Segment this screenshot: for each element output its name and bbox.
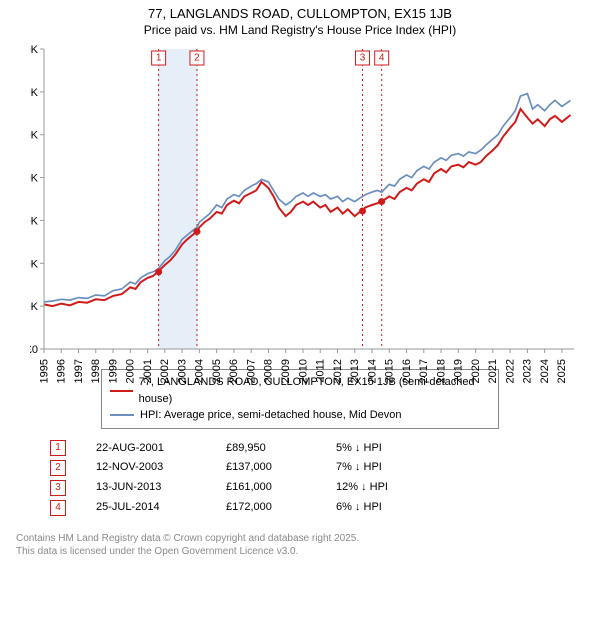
svg-text:2000: 2000: [125, 359, 137, 383]
svg-text:2014: 2014: [366, 359, 378, 383]
svg-text:1997: 1997: [73, 359, 85, 383]
svg-text:2006: 2006: [228, 359, 240, 383]
footer-line1: Contains HM Land Registry data © Crown c…: [16, 532, 590, 545]
svg-text:2003: 2003: [176, 359, 188, 383]
sales-row: 2 12-NOV-2003 £137,000 7% ↓ HPI: [50, 458, 600, 478]
svg-text:£50K: £50K: [30, 301, 39, 313]
svg-text:2009: 2009: [280, 359, 292, 383]
svg-text:2001: 2001: [142, 359, 154, 383]
svg-text:2010: 2010: [297, 359, 309, 383]
sales-row: 4 25-JUL-2014 £172,000 6% ↓ HPI: [50, 498, 600, 518]
legend-label: HPI: Average price, semi-detached house,…: [140, 407, 402, 424]
sales-row: 3 13-JUN-2013 £161,000 12% ↓ HPI: [50, 478, 600, 498]
page: 77, LANGLANDS ROAD, CULLOMPTON, EX15 1JB…: [0, 0, 600, 558]
svg-text:3: 3: [360, 53, 366, 64]
svg-text:2012: 2012: [332, 359, 344, 383]
svg-text:2004: 2004: [194, 359, 206, 383]
sale-date: 13-JUN-2013: [96, 478, 196, 498]
svg-text:£350K: £350K: [30, 44, 39, 56]
svg-text:2005: 2005: [211, 359, 223, 383]
svg-text:2013: 2013: [349, 359, 361, 383]
svg-text:2023: 2023: [522, 359, 534, 383]
svg-text:2019: 2019: [453, 359, 465, 383]
sale-price: £137,000: [226, 458, 306, 478]
chart-title-sub: Price paid vs. HM Land Registry's House …: [0, 23, 600, 37]
svg-text:2021: 2021: [487, 359, 499, 383]
svg-text:2007: 2007: [245, 359, 257, 383]
svg-text:2018: 2018: [435, 359, 447, 383]
sale-diff: 7% ↓ HPI: [336, 458, 426, 478]
sales-row: 1 22-AUG-2001 £89,950 5% ↓ HPI: [50, 439, 600, 459]
sale-marker-icon: 1: [50, 440, 66, 456]
sales-table: 1 22-AUG-2001 £89,950 5% ↓ HPI 2 12-NOV-…: [50, 439, 600, 518]
svg-text:1: 1: [156, 53, 162, 64]
sale-date: 25-JUL-2014: [96, 498, 196, 518]
svg-text:2020: 2020: [470, 359, 482, 383]
svg-text:1995: 1995: [38, 359, 50, 383]
svg-text:£200K: £200K: [30, 173, 39, 185]
sale-price: £172,000: [226, 498, 306, 518]
svg-text:2011: 2011: [315, 359, 327, 383]
svg-text:1998: 1998: [90, 359, 102, 383]
chart: £0£50K£100K£150K£200K£250K£300K£350K1995…: [30, 43, 590, 363]
svg-text:2024: 2024: [539, 359, 551, 383]
svg-text:£100K: £100K: [30, 258, 39, 270]
svg-text:2025: 2025: [556, 359, 568, 383]
svg-text:2017: 2017: [418, 359, 430, 383]
chart-title-address: 77, LANGLANDS ROAD, CULLOMPTON, EX15 1JB: [0, 6, 600, 21]
svg-text:£150K: £150K: [30, 215, 39, 227]
footer: Contains HM Land Registry data © Crown c…: [16, 532, 590, 558]
sale-price: £161,000: [226, 478, 306, 498]
svg-text:£250K: £250K: [30, 130, 39, 142]
sale-diff: 5% ↓ HPI: [336, 439, 426, 459]
svg-text:2022: 2022: [504, 359, 516, 383]
svg-text:1996: 1996: [56, 359, 68, 383]
svg-text:£0: £0: [30, 344, 38, 356]
sale-price: £89,950: [226, 439, 306, 459]
sale-date: 22-AUG-2001: [96, 439, 196, 459]
sale-diff: 6% ↓ HPI: [336, 498, 426, 518]
svg-text:1999: 1999: [107, 359, 119, 383]
footer-line2: This data is licensed under the Open Gov…: [16, 545, 590, 558]
legend-item: HPI: Average price, semi-detached house,…: [110, 407, 490, 424]
svg-text:2008: 2008: [263, 359, 275, 383]
legend-swatch: [110, 414, 134, 416]
chart-svg: £0 £50K £100K £150K £200K £250K £300K £350K 1995…: [30, 43, 590, 403]
svg-text:2: 2: [194, 53, 200, 64]
svg-text:£300K: £300K: [30, 87, 39, 99]
svg-text:4: 4: [379, 53, 385, 64]
sale-marker-icon: 2: [50, 460, 66, 476]
svg-text:2002: 2002: [159, 359, 171, 383]
sale-date: 12-NOV-2003: [96, 458, 196, 478]
sale-diff: 12% ↓ HPI: [336, 478, 426, 498]
sale-marker-icon: 3: [50, 480, 66, 496]
sale-marker-icon: 4: [50, 500, 66, 516]
svg-text:2016: 2016: [401, 359, 413, 383]
svg-text:2015: 2015: [384, 359, 396, 383]
title-block: 77, LANGLANDS ROAD, CULLOMPTON, EX15 1JB…: [0, 0, 600, 37]
